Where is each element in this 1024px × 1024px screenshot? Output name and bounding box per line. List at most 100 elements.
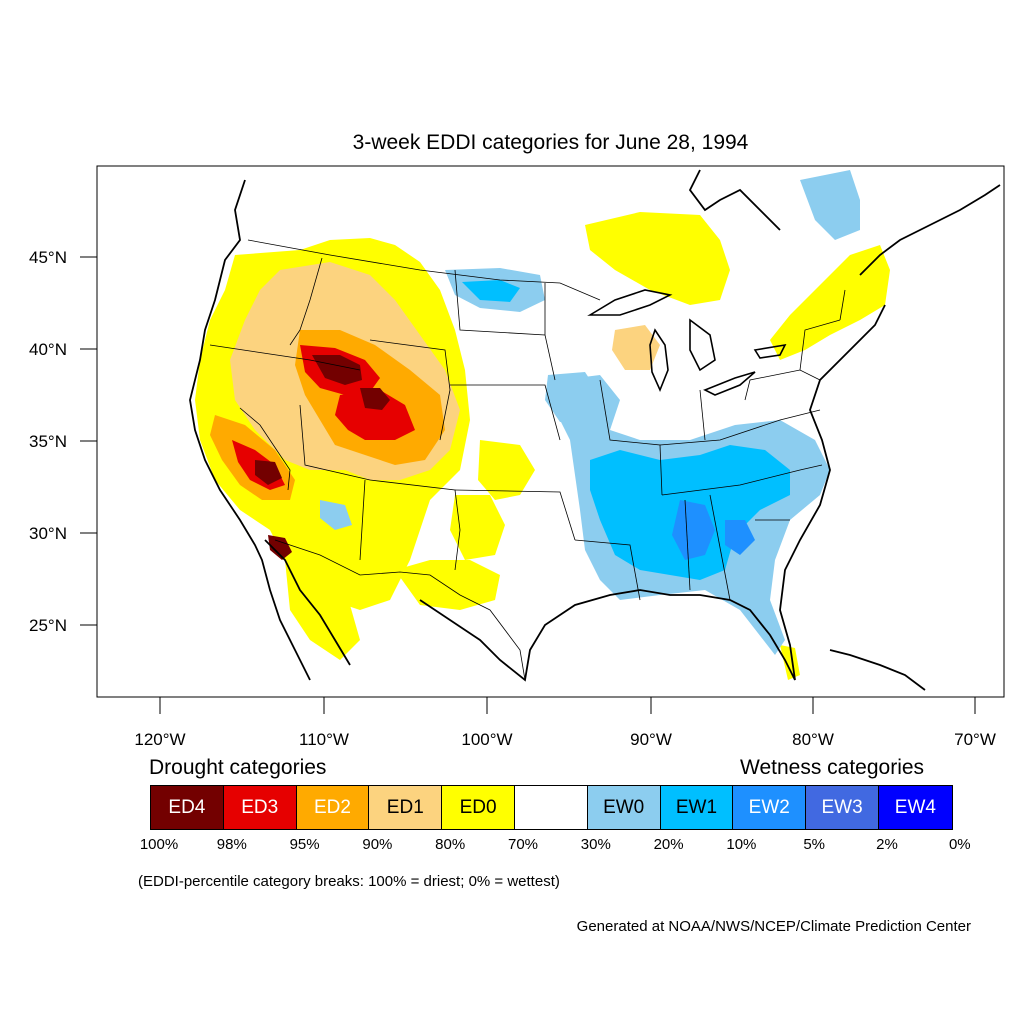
border-17: [709, 494, 731, 601]
ed4-region-nevada: [255, 460, 282, 485]
ed4-region-wyoming: [360, 388, 390, 410]
ed0-region-plains: [478, 440, 535, 500]
lat-tick-label: 30°N: [29, 524, 67, 543]
lon-tick-label: 80°W: [792, 730, 834, 749]
ed0-region-new-mexico: [450, 495, 505, 560]
pacific-coastline: [189, 179, 311, 681]
ed3-region-colorado: [335, 390, 415, 440]
us-canada-border: [247, 239, 601, 301]
legend-break-label: 0%: [948, 836, 971, 853]
border-14: [659, 409, 821, 446]
ed4-region-baja: [268, 535, 292, 560]
legend-box: ED4: [151, 786, 224, 829]
legend-break-label: 80%: [435, 836, 466, 853]
legend-box: EW0: [587, 786, 661, 829]
legend-break-label: 20%: [653, 836, 684, 853]
legend-break-label: 2%: [876, 836, 898, 853]
lake-huron: [689, 318, 716, 372]
legend-break-label: 100%: [139, 836, 179, 853]
lake-superior: [587, 289, 673, 316]
map-title: 3-week EDDI categories for June 28, 1994: [352, 131, 749, 154]
lon-tick-label: 90°W: [630, 730, 672, 749]
wetness-heading: Wetness categories: [740, 756, 925, 779]
ew0-region-iowa: [545, 372, 600, 422]
legend-box: EW2: [733, 786, 807, 829]
border-20: [839, 289, 846, 321]
legend-box: ED1: [369, 786, 443, 829]
legend-break-label: 95%: [289, 836, 320, 853]
legend-colorbar: ED4 ED3 ED2 ED1 ED0 EW0 EW1 EW2 EW3 EW4: [150, 785, 953, 830]
category-note: (EDDI-percentile category breaks: 100% =…: [138, 873, 560, 890]
legend-box: ED0: [442, 786, 515, 829]
lat-tick-label: 40°N: [29, 340, 67, 359]
lat-tick-label: 45°N: [29, 248, 67, 267]
legend-breaks: 100% 98% 95% 90% 80% 70% 30% 20% 10% 5% 2% 0%: [0, 836, 1024, 856]
ew0-region-arizona: [320, 500, 352, 530]
ew2-region-georgia: [725, 520, 755, 555]
border-11: [544, 283, 556, 381]
ed1-region-wisconsin: [612, 325, 660, 370]
lat-tick-label: 25°N: [29, 616, 67, 635]
ed0-region-great-lakes: [585, 212, 730, 305]
ew1-region-dakotas: [462, 280, 520, 302]
coastlines: [189, 169, 1001, 691]
border-18: [744, 369, 821, 401]
lon-tick-label: 100°W: [461, 730, 512, 749]
us-mexico-border: [274, 539, 526, 681]
axis-tick-labels: 45°N 40°N 35°N 30°N 25°N 120°W 110°W 100°W 90°W 8…: [29, 248, 996, 749]
border-3: [289, 257, 323, 346]
cuba-coastline: [829, 649, 926, 691]
lake-michigan: [649, 328, 669, 393]
border-16: [684, 499, 691, 591]
border-19: [799, 319, 841, 371]
border-13: [599, 379, 663, 496]
legend-box: EW1: [660, 786, 734, 829]
hudson-bay-shore: [688, 169, 781, 231]
axis-ticks: [80, 256, 976, 714]
ed0-region-florida: [780, 645, 800, 680]
border-6: [359, 479, 366, 561]
legend-break-label: 70%: [507, 836, 539, 853]
border-1: [209, 344, 361, 371]
lon-tick-label: 70°W: [954, 730, 996, 749]
gulf-coastline: [419, 304, 886, 682]
map-frame: [96, 165, 1005, 698]
border-15: [661, 464, 823, 496]
legend-break-label: 10%: [726, 836, 757, 853]
canada-coast-northeast: [859, 184, 1001, 276]
legend-box: [514, 786, 588, 829]
legend-box: EW3: [806, 786, 879, 829]
legend-break-label: 5%: [803, 836, 826, 853]
border-5: [369, 339, 451, 441]
border-9: [450, 384, 561, 441]
legend-box: ED2: [296, 786, 370, 829]
border-4: [299, 404, 371, 481]
legend-box: ED3: [223, 786, 297, 829]
state-borders: [209, 239, 846, 681]
legend-box: EW4: [878, 786, 952, 829]
legend-break-label: 30%: [580, 836, 611, 853]
lon-tick-label: 120°W: [134, 730, 185, 749]
ew2-region-alabama: [672, 500, 715, 560]
ew0-region-quebec: [800, 170, 860, 240]
great-lakes: [587, 289, 787, 396]
lon-tick-label: 110°W: [299, 730, 349, 749]
drought-heading: Drought categories: [149, 756, 327, 779]
ed0-region-texas: [395, 560, 500, 610]
lake-ontario: [753, 343, 787, 359]
credit-line: Generated at NOAA/NWS/NCEP/Climate Predi…: [576, 918, 971, 935]
lat-tick-label: 35°N: [29, 432, 67, 451]
border-21: [699, 389, 706, 441]
legend-break-label: 90%: [362, 836, 393, 853]
ed0-region-mexico: [285, 560, 360, 660]
border-2: [239, 407, 291, 491]
border-8: [454, 269, 546, 336]
baja-coastline: [264, 539, 351, 666]
lake-erie: [703, 371, 756, 396]
category-shading: [195, 170, 890, 680]
border-12: [574, 539, 641, 601]
border-10: [454, 489, 576, 541]
legend-break-label: 98%: [216, 836, 247, 853]
border-7: [369, 479, 461, 571]
